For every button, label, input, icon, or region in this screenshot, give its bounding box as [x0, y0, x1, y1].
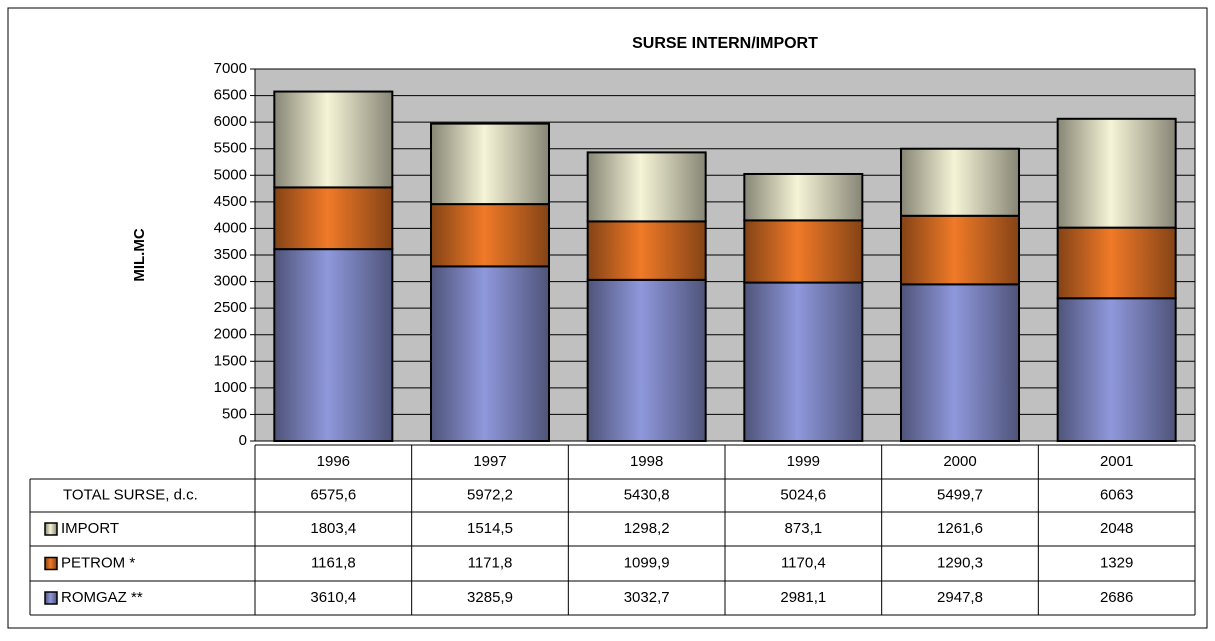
- x-tick-label: 1998: [630, 453, 663, 470]
- y-tick-label: 3500: [214, 246, 247, 263]
- y-tick-label: 3000: [214, 273, 247, 290]
- bar-segment: [586, 151, 707, 223]
- bar-segment: [1056, 117, 1177, 229]
- table-cell: 2981,1: [780, 589, 826, 606]
- y-tick-label: 2500: [214, 299, 247, 316]
- table-cell: 5430,8: [624, 486, 670, 503]
- bar-segment: [430, 203, 550, 268]
- y-tick-label: 6500: [214, 87, 247, 104]
- x-tick-label: 1999: [787, 453, 820, 470]
- y-axis-label: MIL.MC: [131, 228, 148, 281]
- bar-segment: [430, 265, 550, 443]
- table-cell: 6063: [1100, 486, 1133, 503]
- bar-segment: [1056, 297, 1177, 443]
- bar-segment: [273, 186, 394, 251]
- table-row-label: TOTAL SURSE, d.c.: [63, 486, 198, 503]
- table-cell: 1099,9: [624, 554, 670, 571]
- table-cell: 1161,8: [311, 554, 356, 571]
- bar-segment: [900, 283, 1020, 442]
- table-cell: 1290,3: [937, 554, 983, 571]
- table-cell: 1514,5: [467, 520, 513, 537]
- legend-swatch: [44, 556, 58, 571]
- bar-segment: [273, 248, 394, 442]
- bar-segment: [586, 278, 707, 442]
- table-cell: 1329: [1100, 554, 1133, 571]
- bar-segment: [743, 281, 864, 442]
- x-tick-label: 1997: [473, 453, 506, 470]
- x-tick-label: 1996: [317, 453, 350, 470]
- x-tick-label: 2001: [1100, 453, 1133, 470]
- table-cell: 1171,8: [468, 554, 513, 571]
- bar-segment: [900, 147, 1020, 217]
- chart-title: SURSE INTERN/IMPORT: [632, 35, 818, 52]
- bar-segment: [900, 214, 1020, 286]
- table-cell: 2947,8: [937, 589, 983, 606]
- table-cell: 3032,7: [624, 589, 670, 606]
- table-cell: 1803,4: [310, 520, 356, 537]
- bar-segment: [743, 219, 864, 284]
- legend-swatch: [44, 591, 58, 605]
- legend-label: ROMGAZ **: [61, 589, 143, 606]
- legend-label: PETROM *: [61, 554, 135, 571]
- table-cell: 1298,2: [624, 520, 670, 537]
- table-cell: 2686: [1100, 589, 1133, 606]
- table-cell: 1170,4: [781, 554, 826, 571]
- table-cell: 5024,6: [780, 486, 826, 503]
- table-cell: 3610,4: [310, 589, 356, 606]
- y-tick-label: 5500: [214, 140, 247, 157]
- bar-segment: [1056, 226, 1177, 300]
- y-tick-label: 1000: [214, 379, 247, 396]
- legend-swatch: [44, 522, 58, 536]
- bar-segment: [743, 172, 864, 222]
- y-tick-label: 4000: [214, 219, 247, 236]
- bar-segment: [430, 122, 550, 206]
- legend-label: IMPORT: [61, 520, 119, 537]
- y-tick-label: 0: [239, 432, 247, 449]
- bar-segment: [586, 220, 707, 281]
- y-tick-label: 7000: [214, 60, 247, 77]
- table-cell: 3285,9: [467, 589, 513, 606]
- y-tick-label: 6000: [214, 113, 247, 130]
- table-cell: 2048: [1100, 520, 1133, 537]
- table-cell: 873,1: [785, 520, 823, 537]
- table-cell: 5499,7: [937, 486, 983, 503]
- y-tick-label: 500: [222, 405, 247, 422]
- table-cell: 5972,2: [467, 486, 513, 503]
- y-tick-label: 4500: [214, 193, 247, 210]
- x-tick-label: 2000: [943, 453, 976, 470]
- y-tick-label: 1500: [214, 352, 247, 369]
- table-cell: 1261,6: [937, 520, 983, 537]
- y-tick-label: 5000: [214, 166, 247, 183]
- bar-segment: [273, 90, 394, 189]
- table-cell: 6575,6: [310, 486, 356, 503]
- y-tick-label: 2000: [214, 326, 247, 343]
